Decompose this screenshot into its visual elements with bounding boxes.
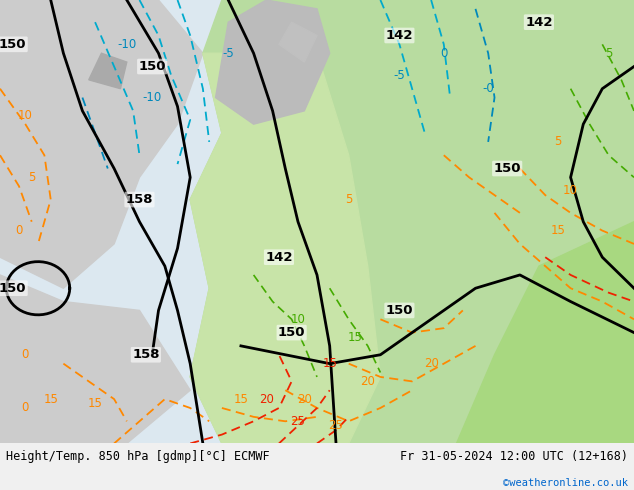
Text: 15: 15 <box>43 392 58 406</box>
Text: Height/Temp. 850 hPa [gdmp][°C] ECMWF: Height/Temp. 850 hPa [gdmp][°C] ECMWF <box>6 450 270 463</box>
Text: 150: 150 <box>493 162 521 175</box>
Text: 15: 15 <box>233 392 249 406</box>
Text: 10: 10 <box>290 313 306 326</box>
Text: 158: 158 <box>132 348 160 361</box>
Text: 20: 20 <box>259 392 274 406</box>
Text: -10: -10 <box>143 91 162 104</box>
Text: 142: 142 <box>265 251 293 264</box>
Polygon shape <box>89 53 127 89</box>
Polygon shape <box>0 275 190 443</box>
Text: 25: 25 <box>328 419 344 432</box>
Text: 15: 15 <box>347 331 363 343</box>
Text: 150: 150 <box>138 60 166 73</box>
Text: -5: -5 <box>394 69 405 82</box>
Polygon shape <box>190 0 634 443</box>
Polygon shape <box>279 22 317 62</box>
Text: 5: 5 <box>605 47 612 60</box>
Text: 0: 0 <box>22 401 29 415</box>
Text: 15: 15 <box>322 357 337 370</box>
Text: ©weatheronline.co.uk: ©weatheronline.co.uk <box>503 478 628 488</box>
Polygon shape <box>216 0 330 124</box>
Text: 0: 0 <box>440 47 448 60</box>
Text: 150: 150 <box>385 304 413 317</box>
Text: -5: -5 <box>223 47 234 60</box>
Text: 142: 142 <box>385 29 413 42</box>
Text: 25: 25 <box>290 415 306 428</box>
Text: 142: 142 <box>525 16 553 29</box>
Text: 5: 5 <box>28 171 36 184</box>
Text: 10: 10 <box>563 184 578 197</box>
Text: 0: 0 <box>22 348 29 361</box>
Text: 150: 150 <box>0 282 27 295</box>
Text: 20: 20 <box>360 375 375 388</box>
Text: 10: 10 <box>18 109 33 122</box>
Text: 20: 20 <box>297 392 312 406</box>
Text: 15: 15 <box>87 397 103 410</box>
Text: 150: 150 <box>278 326 306 339</box>
Text: 20: 20 <box>424 357 439 370</box>
Text: 5: 5 <box>345 193 353 206</box>
Text: -10: -10 <box>117 38 136 51</box>
Text: Fr 31-05-2024 12:00 UTC (12+168): Fr 31-05-2024 12:00 UTC (12+168) <box>399 450 628 463</box>
Polygon shape <box>0 0 203 288</box>
Text: 5: 5 <box>554 135 562 148</box>
Text: 158: 158 <box>126 193 153 206</box>
Polygon shape <box>456 221 634 443</box>
Text: 0: 0 <box>15 224 23 237</box>
Text: 150: 150 <box>0 38 27 51</box>
Text: -0: -0 <box>482 82 494 95</box>
Polygon shape <box>190 53 380 443</box>
Text: 15: 15 <box>550 224 566 237</box>
